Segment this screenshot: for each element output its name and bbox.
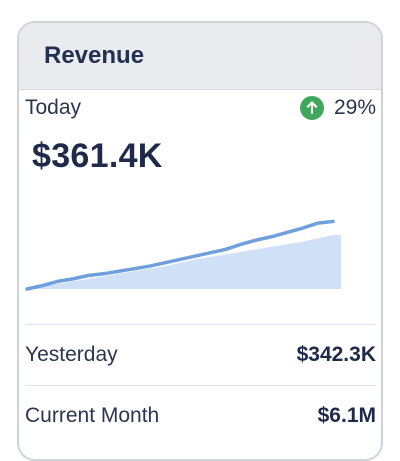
sparkline-area [27,234,341,289]
today-row: Today 29% [25,96,376,120]
divider [25,324,376,325]
sparkline-line [25,219,335,291]
revenue-sparkline [25,219,341,291]
card-title: Revenue [44,42,145,69]
row-value: $6.1M [317,404,376,427]
today-value: $361.4K [32,137,163,175]
card-header: Revenue [19,23,381,90]
today-label: Today [25,96,82,119]
row-label: Yesterday [25,343,118,366]
row-current-month: Current Month $6.1M [25,386,376,446]
change-percent: 29% [333,96,376,119]
change-indicator: 29% [299,96,376,120]
arrow-up-circle-icon [299,96,324,120]
divider [25,385,376,386]
row-value: $342.3K [296,343,376,366]
row-label: Current Month [25,404,160,427]
row-yesterday: Yesterday $342.3K [25,325,376,385]
